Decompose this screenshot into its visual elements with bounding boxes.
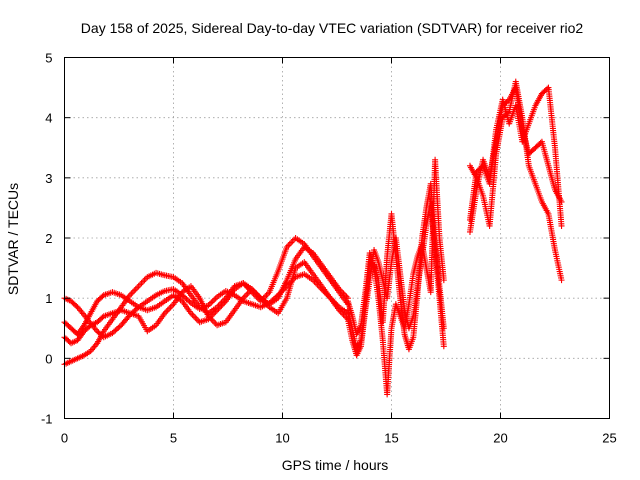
data-points [61, 78, 565, 398]
x-tick-labels: 0 5 10 15 20 25 [61, 431, 617, 446]
data-point-plus-marker [440, 277, 447, 284]
series-track-3 [61, 235, 351, 368]
series-track-10 [466, 84, 565, 229]
y-axis-label: SDTVAR / TECUs [5, 183, 21, 295]
x-tick-label: 5 [170, 431, 177, 446]
y-tick-label: -1 [41, 412, 53, 427]
series-track-2 [61, 244, 351, 338]
data-point-plus-marker [99, 293, 106, 300]
x-tick-label: 10 [275, 431, 289, 446]
series-track-7 [344, 156, 447, 398]
x-tick-label: 0 [61, 431, 68, 446]
x-tick-label: 20 [493, 431, 507, 446]
data-point-plus-marker [99, 314, 106, 321]
y-tick-label: 4 [45, 111, 52, 126]
data-point-plus-marker [440, 343, 447, 350]
series-track-4 [61, 259, 351, 347]
chart-title: Day 158 of 2025, Sidereal Day-to-day VTE… [81, 20, 584, 36]
y-tick-labels: -1 0 1 2 3 4 5 [41, 51, 53, 427]
data-point-plus-marker [558, 277, 565, 284]
y-tick-label: 0 [45, 351, 52, 366]
data-point-plus-marker [73, 302, 80, 309]
grid-lines [64, 57, 610, 419]
y-tick-label: 1 [45, 291, 52, 306]
x-tick-label: 15 [384, 431, 398, 446]
y-tick-label: 3 [45, 171, 52, 186]
x-tick-label: 25 [602, 431, 616, 446]
axis-ticks [64, 57, 610, 419]
x-axis-label: GPS time / hours [282, 457, 389, 473]
y-tick-label: 2 [45, 231, 52, 246]
data-point-plus-marker [558, 222, 565, 229]
y-tick-label: 5 [45, 51, 52, 66]
